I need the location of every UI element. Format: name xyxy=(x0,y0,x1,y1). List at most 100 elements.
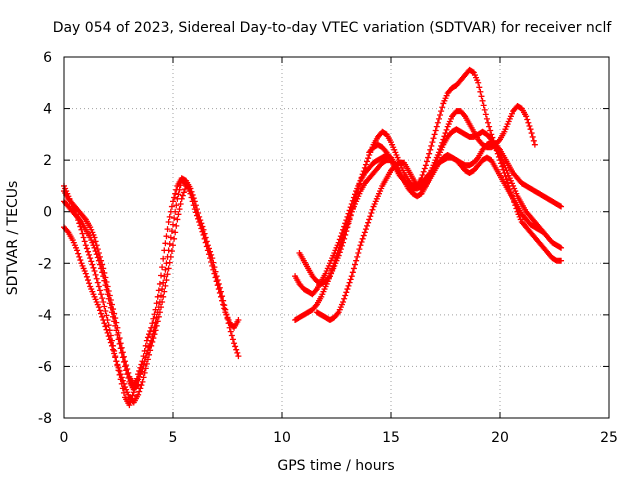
data-point xyxy=(171,215,178,222)
data-point xyxy=(103,286,110,293)
data-point xyxy=(152,327,159,334)
x-tick-label: 20 xyxy=(491,430,509,446)
data-point xyxy=(170,221,176,228)
data-point xyxy=(361,229,368,236)
data-point xyxy=(112,354,119,361)
data-point xyxy=(526,122,533,129)
data-point xyxy=(112,322,119,329)
data-point xyxy=(495,145,502,152)
data-point xyxy=(221,305,228,312)
data-point xyxy=(101,320,108,327)
data-point xyxy=(427,146,434,153)
data-point xyxy=(365,219,372,226)
data-point xyxy=(95,257,102,264)
data-point xyxy=(357,242,364,249)
data-point xyxy=(364,158,371,165)
data-point xyxy=(92,248,99,255)
data-point xyxy=(480,102,487,109)
data-point xyxy=(342,231,349,238)
data-point xyxy=(137,385,144,392)
data-point xyxy=(172,229,179,236)
data-point xyxy=(343,228,350,235)
data-point xyxy=(353,193,360,200)
data-point xyxy=(177,182,184,189)
y-tick-label: 4 xyxy=(43,102,52,118)
data-point xyxy=(525,119,532,126)
data-point xyxy=(153,300,160,307)
data-point xyxy=(64,228,71,235)
data-point xyxy=(217,293,224,300)
y-tick-label: -4 xyxy=(38,308,52,324)
data-point xyxy=(98,265,105,272)
data-point xyxy=(443,126,450,133)
data-point xyxy=(359,235,366,242)
data-point xyxy=(151,311,158,318)
data-point xyxy=(355,185,362,192)
data-point xyxy=(191,206,198,213)
data-point xyxy=(119,354,126,361)
x-tick-label: 0 xyxy=(60,430,69,446)
data-point xyxy=(156,309,163,316)
data-point xyxy=(120,358,127,365)
data-point xyxy=(213,278,220,285)
x-tick-label: 25 xyxy=(600,430,618,446)
data-point xyxy=(150,335,157,342)
data-point xyxy=(193,212,200,219)
data-point xyxy=(113,358,120,365)
data-series xyxy=(61,182,190,406)
data-point xyxy=(90,264,97,271)
data-point xyxy=(89,261,96,268)
data-point xyxy=(110,346,117,353)
data-point xyxy=(111,318,118,325)
data-point xyxy=(101,303,108,310)
data-point xyxy=(476,84,483,91)
data-point xyxy=(325,274,332,281)
data-point xyxy=(438,142,445,149)
data-point xyxy=(94,279,101,286)
data-point xyxy=(350,265,357,272)
x-tick-labels: 0 5 10 15 20 25 xyxy=(60,430,618,446)
data-point xyxy=(113,327,120,334)
data-point xyxy=(439,139,446,146)
data-point xyxy=(83,245,90,252)
data-point xyxy=(162,266,169,273)
data-point xyxy=(141,369,148,376)
data-point xyxy=(93,275,100,282)
data-point xyxy=(159,264,166,271)
axis-ticks xyxy=(63,56,610,419)
data-point xyxy=(142,342,149,349)
data-point xyxy=(482,111,489,118)
data-point xyxy=(359,171,366,178)
data-point xyxy=(205,251,212,258)
data-point xyxy=(360,168,367,175)
data-point xyxy=(197,222,204,229)
data-point xyxy=(114,361,121,368)
data-point xyxy=(155,313,162,320)
data-point xyxy=(160,255,167,262)
data-point xyxy=(428,142,435,149)
data-point xyxy=(198,225,205,232)
data-point xyxy=(173,202,180,209)
data-point xyxy=(356,181,363,188)
data-point xyxy=(174,216,181,223)
data-point xyxy=(461,112,468,119)
data-point xyxy=(95,304,102,311)
y-tick-label: -8 xyxy=(38,411,52,427)
data-point xyxy=(173,222,180,229)
data-point xyxy=(358,239,365,246)
data-point xyxy=(227,328,234,335)
y-tick-label: 0 xyxy=(43,205,52,221)
data-point xyxy=(168,203,175,210)
data-point xyxy=(159,298,166,305)
data-point xyxy=(164,271,171,278)
data-point xyxy=(166,213,173,220)
data-point xyxy=(154,318,161,325)
data-point xyxy=(216,289,223,296)
data-point xyxy=(165,265,172,272)
data-point xyxy=(102,323,109,330)
data-point xyxy=(347,276,354,283)
data-point xyxy=(204,247,211,254)
data-point xyxy=(178,195,185,202)
data-point xyxy=(116,335,123,342)
